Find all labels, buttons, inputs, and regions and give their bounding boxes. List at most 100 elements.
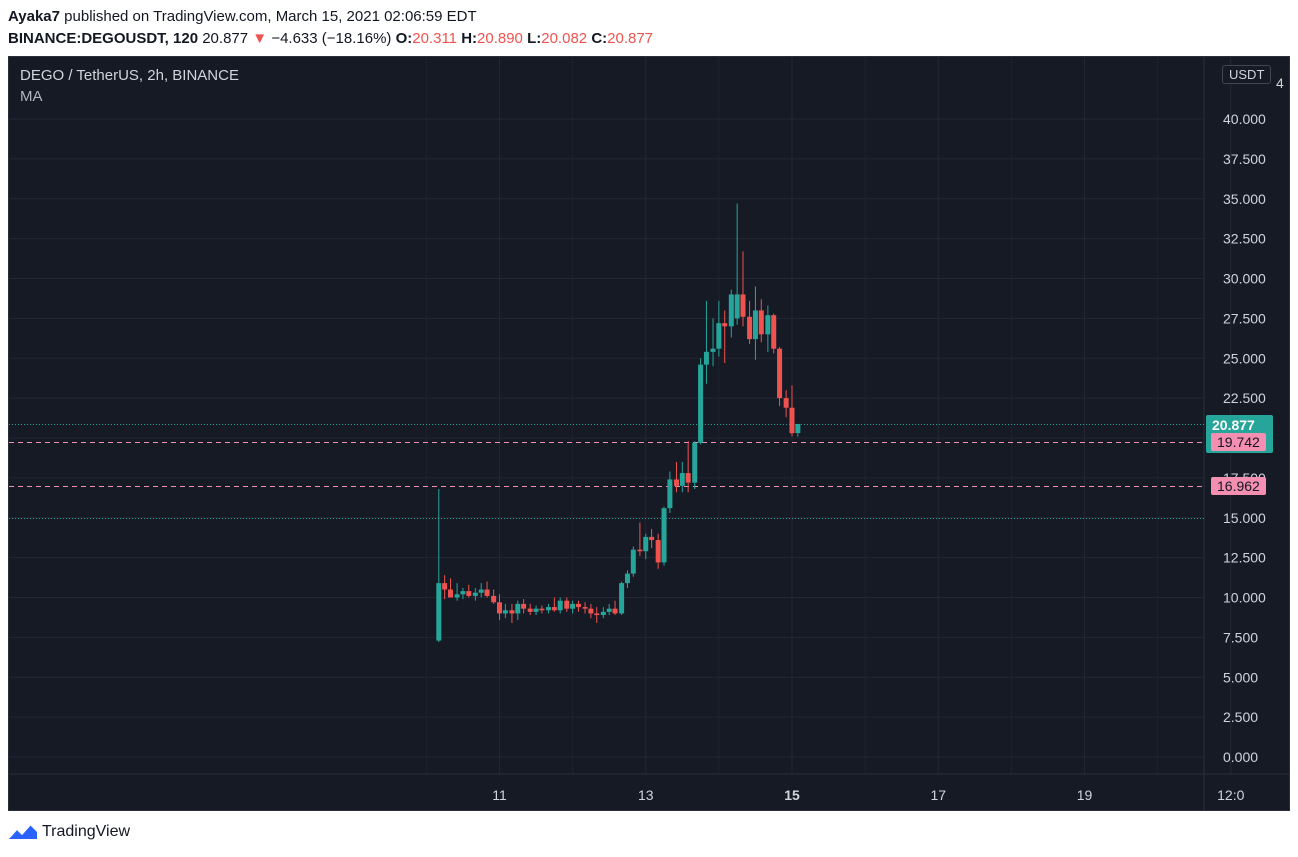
legend-title[interactable]: DEGO / TetherUS, 2h, BINANCE [20, 67, 239, 84]
low-label: L: [527, 30, 542, 47]
candle-down [747, 316, 753, 340]
publish-text: published on TradingView.com, March 15, … [60, 8, 477, 25]
y-tick-label: 12.500 [1223, 550, 1266, 566]
candle-up [515, 603, 521, 614]
candle-up [765, 315, 771, 335]
y-tick-label: 15.000 [1223, 510, 1266, 526]
x-tick-label: 19 [1077, 787, 1093, 803]
candle-down [783, 398, 789, 408]
y-tick-label: 32.500 [1223, 231, 1266, 247]
candle-up [472, 592, 478, 596]
y-tick-label: 0.000 [1223, 749, 1258, 765]
change-down-icon: ▼ [252, 30, 268, 47]
candle-down [509, 610, 515, 614]
candle-down [685, 473, 691, 483]
candle-up [752, 310, 758, 340]
publish-header: Ayaka7 published on TradingView.com, Mar… [0, 0, 1298, 56]
candle-up [619, 583, 625, 614]
x-tick-label: 13 [638, 787, 654, 803]
candle-up [600, 611, 606, 616]
candle-down [771, 315, 777, 349]
candle-down [612, 608, 618, 614]
candle-up [624, 573, 630, 584]
candle-down [575, 603, 581, 608]
candle-down [564, 600, 570, 609]
candle-up [692, 442, 698, 483]
candle-up [570, 603, 576, 609]
candle-down [582, 607, 588, 609]
footer: TradingView [0, 811, 1298, 857]
tradingview-logo[interactable]: TradingView [8, 823, 130, 841]
level-price-badge: 16.962 [1211, 477, 1266, 495]
y-tick-label: 40.000 [1223, 111, 1266, 127]
candle-up [728, 294, 734, 327]
candle-down [551, 607, 557, 611]
publish-line: Ayaka7 published on TradingView.com, Mar… [8, 8, 477, 25]
close-label: C: [591, 30, 608, 47]
candle-up [545, 607, 551, 611]
open-label: O: [395, 30, 413, 47]
candle-down [637, 549, 643, 552]
candle-up [454, 594, 460, 598]
candle-up [436, 583, 442, 641]
candle-down [722, 323, 728, 327]
y-tick-label: 35.000 [1223, 191, 1266, 207]
symbol-label: BINANCE:DEGOUSDT, 120 [8, 30, 199, 47]
candle-down [777, 348, 783, 399]
level-price-badge: 19.742 [1211, 433, 1266, 451]
current-price-value: 20.877 [1212, 416, 1255, 433]
candle-up [533, 608, 539, 612]
candle-up [460, 591, 466, 595]
candle-up [734, 294, 740, 319]
chart-panel[interactable]: 0.000 2.500 5.000 7.500 10.000 12.500 15.000 17… [8, 56, 1290, 811]
chart-legend: DEGO / TetherUS, 2h, BINANCE MA [20, 67, 239, 105]
y-tick-label-partial: 4 [1276, 75, 1284, 91]
candle-down [655, 540, 661, 563]
y-tick-label: 27.500 [1223, 310, 1266, 326]
x-tick-label: 12:0 [1217, 787, 1244, 803]
open-value: 20.311 [412, 30, 458, 47]
y-tick-label: 30.000 [1223, 271, 1266, 287]
author-name[interactable]: Ayaka7 [8, 8, 60, 25]
y-tick-label: 2.500 [1223, 709, 1258, 725]
candle-up [502, 610, 508, 614]
candlestick-chart[interactable]: 0.000 2.500 5.000 7.500 10.000 12.500 15.000 17… [9, 57, 1290, 811]
quote-line: BINANCE:DEGOUSDT, 120 20.877 ▼ −4.633 (−… [8, 30, 653, 47]
candle-down [594, 613, 600, 616]
candle-up [698, 364, 704, 443]
candle-down [448, 589, 454, 598]
candle-up [606, 608, 612, 612]
candle-down [466, 591, 472, 596]
y-tick-label: 5.000 [1223, 669, 1258, 685]
high-label: H: [461, 30, 478, 47]
x-tick-label: 17 [930, 787, 946, 803]
y-tick-label: 25.000 [1223, 350, 1266, 366]
candle-down [521, 603, 527, 609]
candle-up [661, 508, 667, 563]
candle-up [795, 424, 801, 434]
candle-down [497, 602, 502, 614]
candle-up [630, 549, 636, 574]
currency-button[interactable]: USDT [1222, 65, 1272, 84]
candle-down [588, 608, 594, 614]
low-value: 20.082 [541, 30, 588, 47]
tradingview-brand-text: TradingView [42, 823, 131, 840]
y-tick-label: 22.500 [1223, 390, 1266, 406]
candle-up [557, 600, 563, 611]
y-tick-label: 10.000 [1223, 590, 1266, 606]
ma-indicator-label[interactable]: MA [20, 88, 43, 105]
candle-down [484, 589, 490, 596]
x-tick-label: 11 [492, 787, 507, 803]
chart-background [9, 57, 1289, 810]
candle-up [478, 589, 484, 593]
candle-down [527, 608, 533, 612]
price-change: −4.633 (−18.16%) [271, 30, 392, 47]
candle-down [539, 608, 545, 611]
y-tick-label: 7.500 [1223, 629, 1258, 645]
high-value: 20.890 [477, 30, 523, 47]
candle-down [740, 294, 746, 317]
candle-down [758, 310, 764, 335]
candle-down [649, 536, 655, 541]
candle-up [710, 348, 716, 352]
candle-down [491, 595, 497, 603]
